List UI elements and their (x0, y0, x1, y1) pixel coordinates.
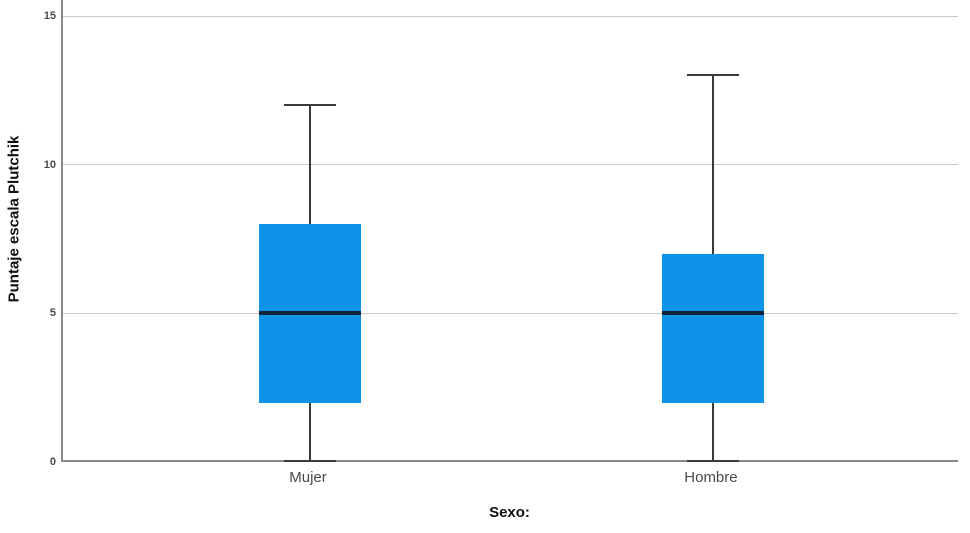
y-tick-label-10: 10 (43, 158, 56, 171)
whisker-cap-max-Mujer (284, 104, 337, 107)
gridline-15 (63, 15, 958, 17)
gridline-5 (63, 312, 958, 314)
whisker-upper-Hombre (711, 75, 714, 254)
y-tick-label-5: 5 (49, 307, 56, 320)
whisker-lower-Mujer (309, 402, 312, 462)
plot-area (61, 0, 958, 462)
whisker-cap-min-Hombre (686, 460, 739, 462)
whisker-lower-Hombre (711, 402, 714, 462)
x-tick-label-Hombre: Hombre (684, 469, 738, 486)
median-line-Hombre (661, 311, 764, 316)
whisker-upper-Mujer (309, 105, 312, 225)
median-line-Mujer (259, 311, 362, 316)
x-axis-title: Sexo: (489, 504, 530, 521)
gridline-10 (63, 164, 958, 166)
whisker-cap-max-Hombre (686, 74, 739, 77)
whisker-cap-min-Mujer (284, 460, 337, 462)
y-tick-label-0: 0 (49, 456, 56, 468)
box-Hombre (661, 253, 764, 403)
x-tick-label-Mujer: Mujer (289, 469, 327, 486)
y-tick-label-15: 15 (43, 10, 56, 22)
